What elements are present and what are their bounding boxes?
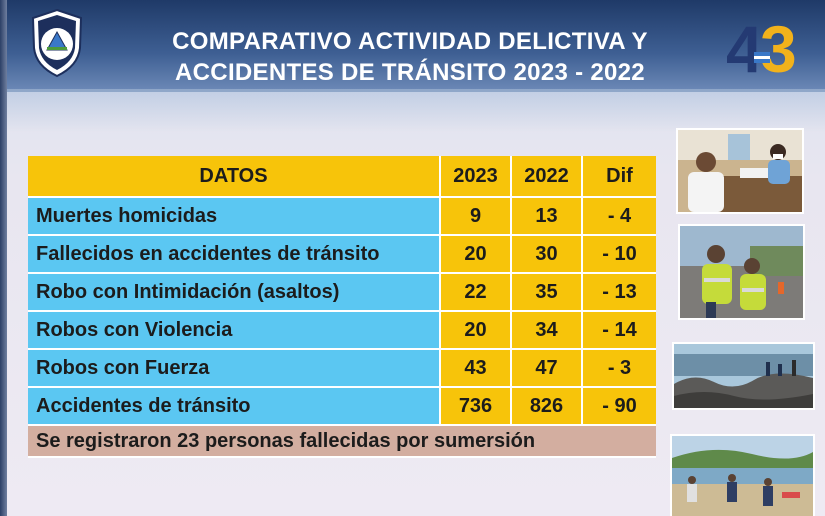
row-label: Robos con Fuerza: [28, 350, 441, 388]
table-footer-row: Se registraron 23 personas fallecidas po…: [28, 426, 656, 458]
row-value-2022: 30: [512, 236, 583, 274]
policia-nacional-badge-icon: [30, 8, 84, 78]
row-value-dif: - 4: [583, 198, 656, 236]
header-fade: [7, 92, 825, 132]
svg-text:4: 4: [726, 12, 763, 82]
table-row: Robos con Violencia 20 34 - 14: [28, 312, 656, 350]
row-value-2022: 35: [512, 274, 583, 312]
table-row: Fallecidos en accidentes de tránsito 20 …: [28, 236, 656, 274]
row-value-dif: - 10: [583, 236, 656, 274]
slide-header-band: [7, 0, 825, 92]
svg-text:3: 3: [760, 12, 797, 82]
row-label: Robos con Violencia: [28, 312, 441, 350]
row-value-2022: 13: [512, 198, 583, 236]
row-value-2023: 20: [441, 312, 512, 350]
row-value-2022: 826: [512, 388, 583, 426]
table-row: Robos con Fuerza 43 47 - 3: [28, 350, 656, 388]
row-label: Fallecidos en accidentes de tránsito: [28, 236, 441, 274]
photo-traffic-police: [678, 224, 805, 320]
row-label: Muertes homicidas: [28, 198, 441, 236]
table-row: Muertes homicidas 9 13 - 4: [28, 198, 656, 236]
table-row: Accidentes de tránsito 736 826 - 90: [28, 388, 656, 426]
slide-left-edge: [0, 0, 7, 516]
row-value-dif: - 3: [583, 350, 656, 388]
photo-office-attention: [676, 128, 804, 214]
column-header-2023: 2023: [441, 156, 512, 198]
slide-title: COMPARATIVO ACTIVIDAD DELICTIVA Y ACCIDE…: [120, 26, 700, 88]
slide-title-line-1: COMPARATIVO ACTIVIDAD DELICTIVA Y: [172, 28, 648, 55]
row-value-2022: 34: [512, 312, 583, 350]
table-row: Robo con Intimidación (asaltos) 22 35 - …: [28, 274, 656, 312]
photo-coast-rocks: [672, 342, 815, 410]
row-value-2023: 43: [441, 350, 512, 388]
column-header-2022: 2022: [512, 156, 583, 198]
row-label: Robo con Intimidación (asaltos): [28, 274, 441, 312]
column-header-datos: DATOS: [28, 156, 441, 198]
row-value-dif: - 13: [583, 274, 656, 312]
table-header-row: DATOS 2023 2022 Dif: [28, 156, 656, 198]
row-value-2023: 736: [441, 388, 512, 426]
row-value-dif: - 14: [583, 312, 656, 350]
row-label: Accidentes de tránsito: [28, 388, 441, 426]
row-value-2022: 47: [512, 350, 583, 388]
row-value-2023: 22: [441, 274, 512, 312]
row-value-dif: - 90: [583, 388, 656, 426]
column-header-dif: Dif: [583, 156, 656, 198]
slide-title-line-2: ACCIDENTES DE TRÁNSITO 2023 - 2022: [175, 59, 645, 86]
footer-note: Se registraron 23 personas fallecidas po…: [28, 426, 656, 458]
row-value-2023: 20: [441, 236, 512, 274]
logo-43-icon: 4 3: [724, 10, 806, 86]
comparison-table: DATOS 2023 2022 Dif Muertes homicidas 9 …: [28, 156, 656, 458]
photo-beach-patrol: [670, 434, 815, 516]
row-value-2023: 9: [441, 198, 512, 236]
